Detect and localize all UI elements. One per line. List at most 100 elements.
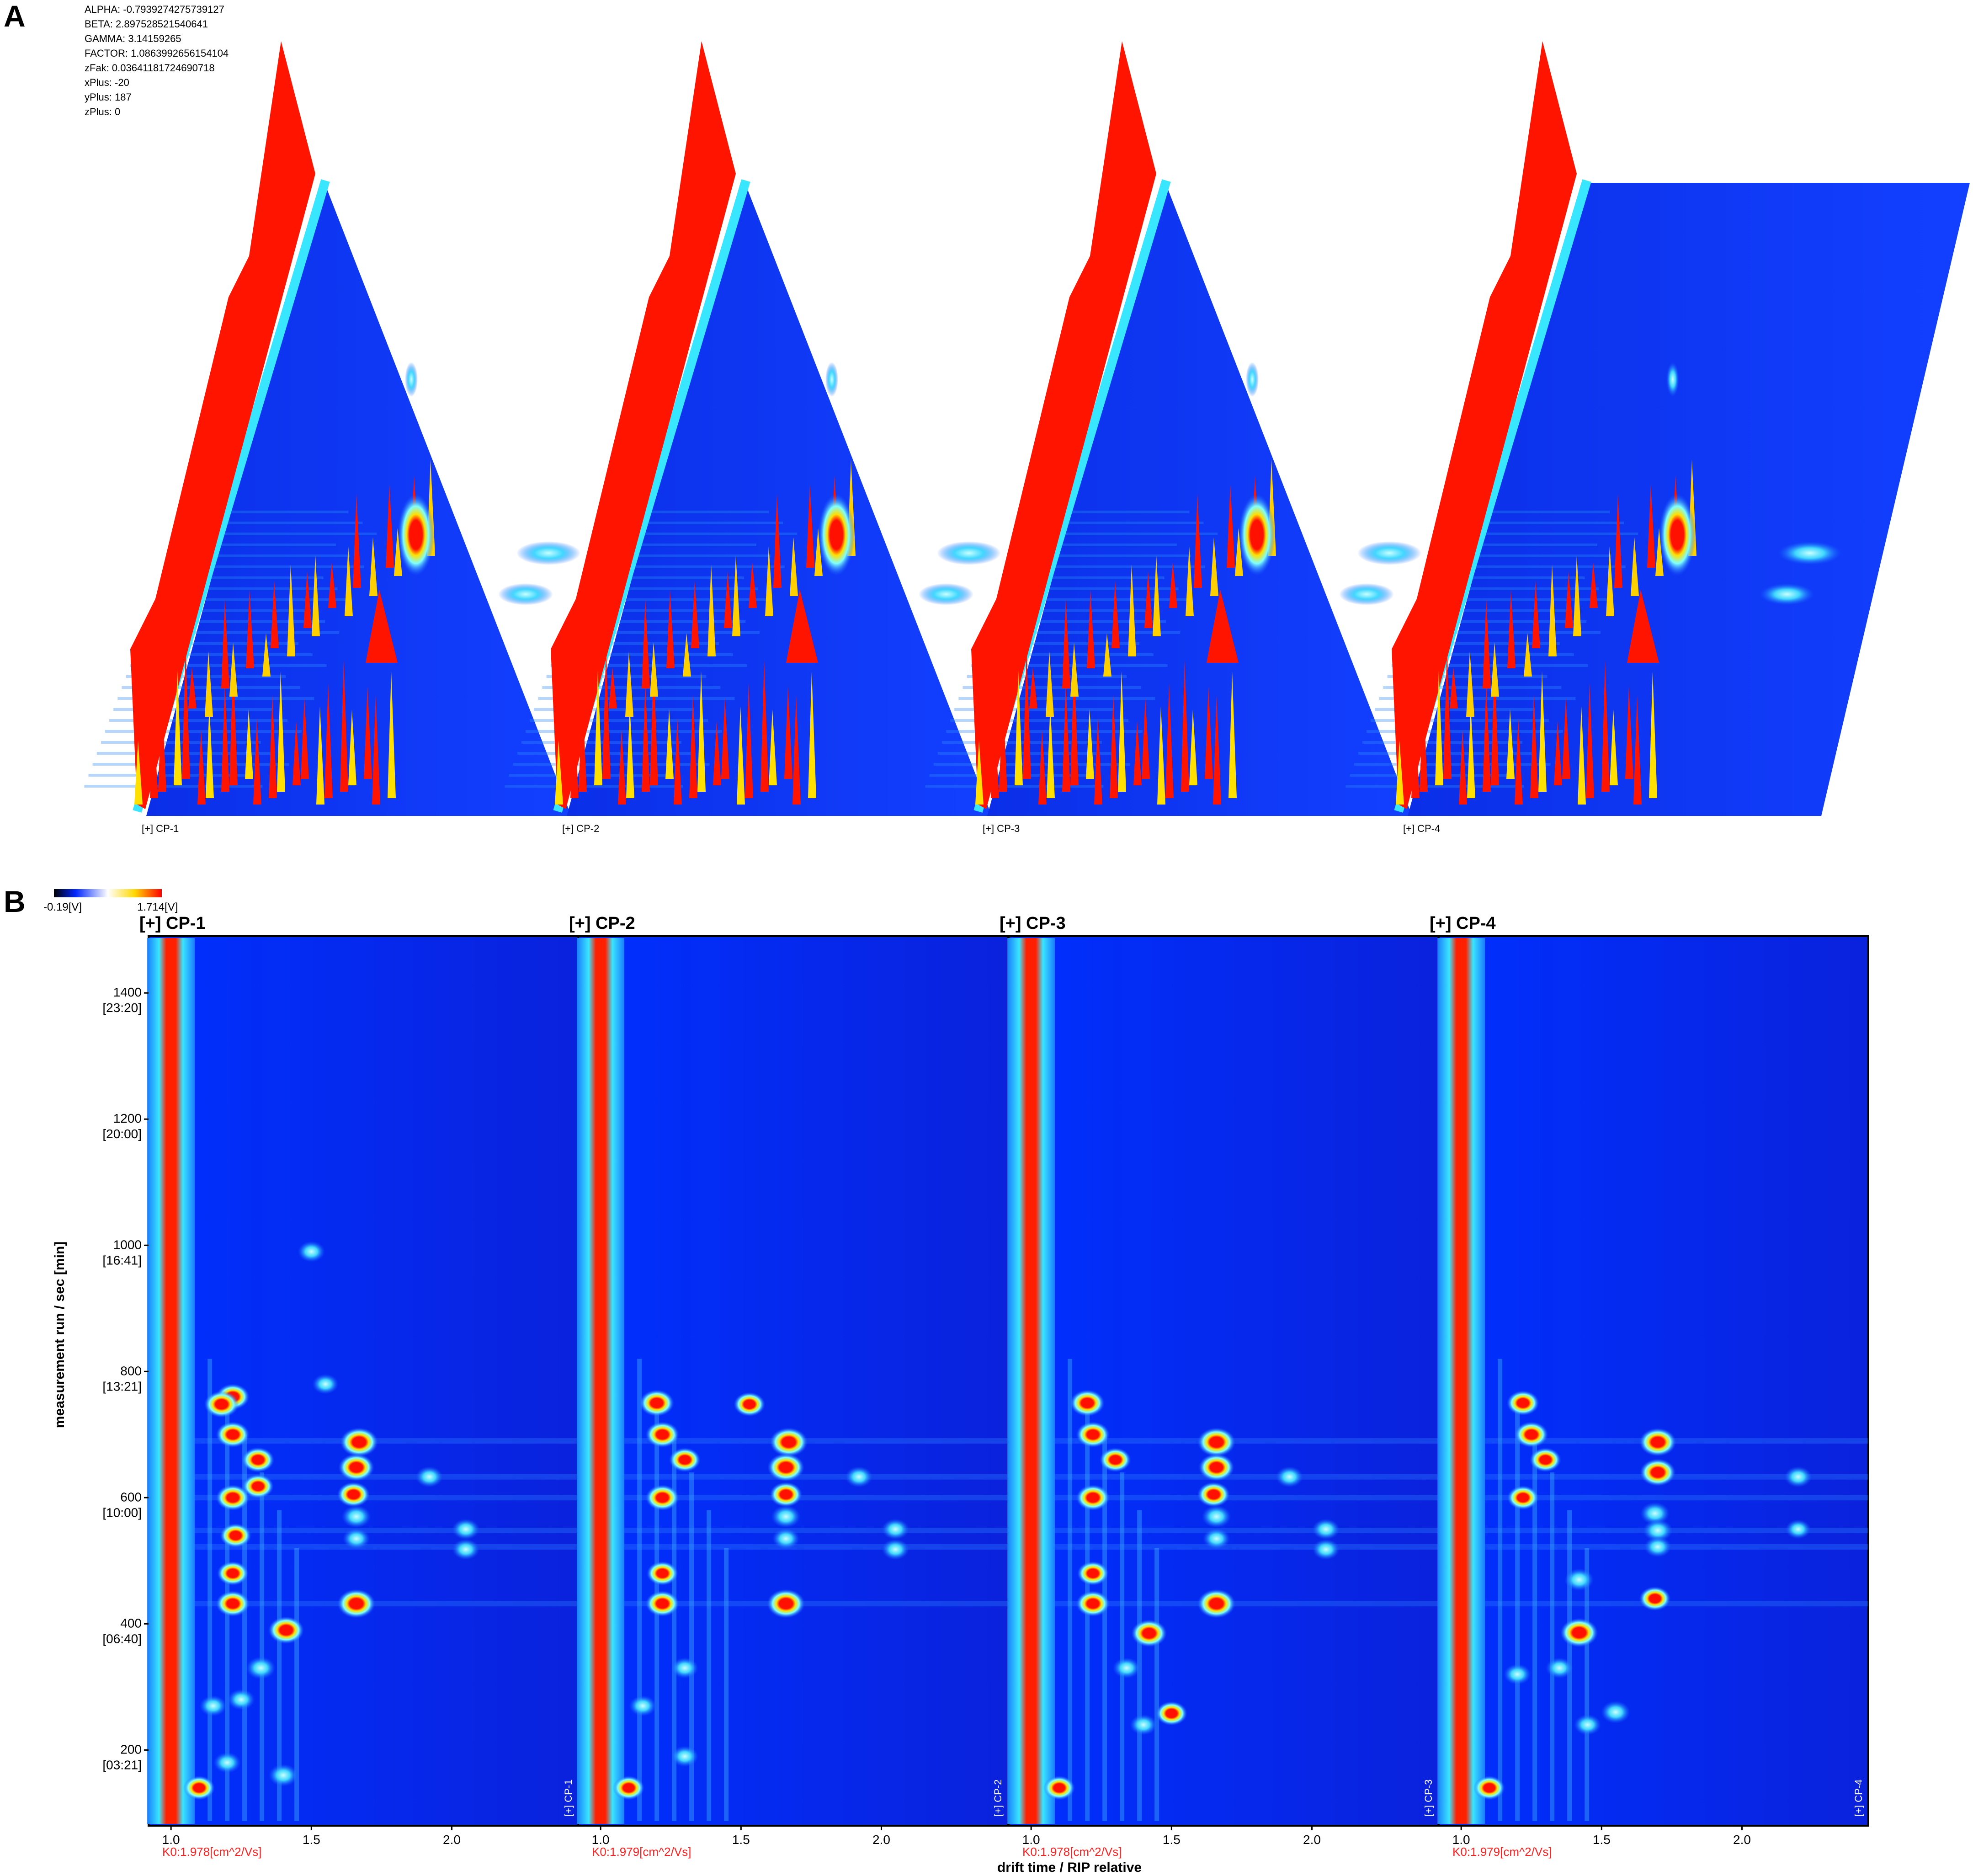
peak-spot (1312, 1539, 1340, 1560)
peak-spike (625, 651, 633, 717)
peak-spike (150, 717, 158, 798)
streak-column (277, 1510, 282, 1821)
peak-spot (1514, 1421, 1548, 1448)
horizontal-band (1036, 1438, 1438, 1444)
peak-spike (1118, 671, 1126, 792)
peak-spike (1614, 494, 1622, 588)
peak-spike (1205, 686, 1213, 779)
spectrum-3d-3 (925, 41, 1421, 816)
peak-blob (516, 541, 580, 565)
heatmap-title: [+] CP-2 (569, 914, 635, 933)
peak-blob (1239, 494, 1275, 576)
peak-spike (1532, 581, 1540, 648)
heatmap-area (148, 935, 579, 1827)
peak-spot (770, 1427, 808, 1457)
peak-spike (609, 667, 617, 709)
peak-spike (253, 718, 261, 805)
horizontal-band (1036, 1601, 1438, 1607)
x-tick-label: 1.5 (732, 1833, 750, 1847)
peak-spot (1639, 1458, 1676, 1487)
peak-spot (183, 1775, 215, 1800)
peak-spot (340, 1427, 378, 1457)
peak-spike (1548, 565, 1557, 656)
peak-spike (691, 581, 699, 648)
peak-spike (579, 694, 587, 792)
peak-spike (205, 651, 213, 717)
peak-spike (221, 599, 229, 688)
y-tick-sec: 1400 (113, 985, 142, 999)
view-parameter: zPlus: 0 (85, 106, 120, 117)
peak-spot (845, 1466, 873, 1487)
peak-spike (642, 682, 650, 792)
peak-spot (216, 1421, 250, 1448)
peak-spike (594, 671, 602, 785)
peak-spike (353, 494, 361, 588)
color-scale-min: -0.19[V] (43, 901, 82, 913)
peak-spike (1189, 709, 1197, 785)
peak-spike (1015, 671, 1023, 785)
peak-spike (372, 695, 380, 805)
peak-spot (772, 1528, 800, 1550)
peak-spot (1507, 1485, 1539, 1510)
spectrum-3d-4 (1345, 41, 1970, 816)
peak-spike (642, 599, 650, 688)
peak-spot (1202, 1505, 1231, 1528)
peak-spike (1578, 706, 1586, 805)
streak-column (242, 1434, 247, 1821)
peak-spike (1554, 721, 1562, 785)
peak-spike (1157, 706, 1165, 805)
x-tick-label: 2.0 (443, 1833, 461, 1847)
k0-label: K0:1.979[cm^2/Vs] (592, 1845, 691, 1859)
peak-spot (241, 1447, 275, 1473)
peak-spot (1043, 1775, 1075, 1800)
heatmap-side-label: [+] CP-2 (992, 1780, 1004, 1817)
peak-spot (298, 1241, 325, 1263)
y-tick-sec: 800 (120, 1364, 142, 1378)
peak-blob (405, 362, 418, 397)
peak-spike (1586, 683, 1594, 798)
peak-spike (1128, 565, 1136, 656)
peak-spike (1186, 546, 1194, 616)
peak-spot (312, 1374, 339, 1395)
peak-spike (1633, 695, 1642, 805)
peak-spot (1504, 1663, 1531, 1685)
horizontal-band (176, 1601, 578, 1607)
peak-spot (341, 1505, 371, 1528)
peak-spike (721, 698, 729, 779)
peak-spike (1411, 717, 1420, 798)
panel-b-letter: B (4, 885, 26, 918)
x-tick-label: 1.5 (1163, 1833, 1181, 1847)
peak-blob (1760, 583, 1814, 605)
rip-peak (130, 41, 315, 809)
x-tick-label: 1.0 (592, 1833, 610, 1847)
panel-a-letter: A (4, 0, 26, 33)
peak-blob (498, 583, 553, 605)
streak-column (707, 1510, 712, 1821)
heatmap-area (577, 935, 1009, 1827)
peak-blob (1357, 541, 1421, 565)
peak-spike (1029, 667, 1037, 709)
peak-blob (1778, 541, 1842, 565)
peak-spike (1087, 590, 1095, 668)
peak-spot (613, 1775, 645, 1800)
peak-spike (570, 717, 579, 798)
peak-spike (618, 729, 626, 805)
peak-spike (287, 565, 295, 656)
peak-spike (1207, 590, 1239, 663)
peak-spike (271, 581, 279, 648)
peak-spike (1562, 698, 1570, 779)
peak-spike (697, 671, 706, 792)
peak-spot (1639, 1586, 1671, 1611)
peak-spike (182, 647, 190, 779)
spectrum-3d-1 (84, 41, 580, 816)
peak-spike (814, 528, 823, 576)
peak-spike (769, 709, 777, 785)
spectrum-3d-2 (505, 41, 1001, 816)
heatmap-title: [+] CP-3 (1000, 914, 1066, 933)
peak-spike (1573, 555, 1581, 636)
peak-spike (602, 647, 611, 779)
peak-spike (229, 659, 238, 785)
peak-spike (1606, 546, 1614, 616)
y-tick-min: [13:21] (102, 1379, 142, 1393)
peak-spike (206, 706, 214, 798)
